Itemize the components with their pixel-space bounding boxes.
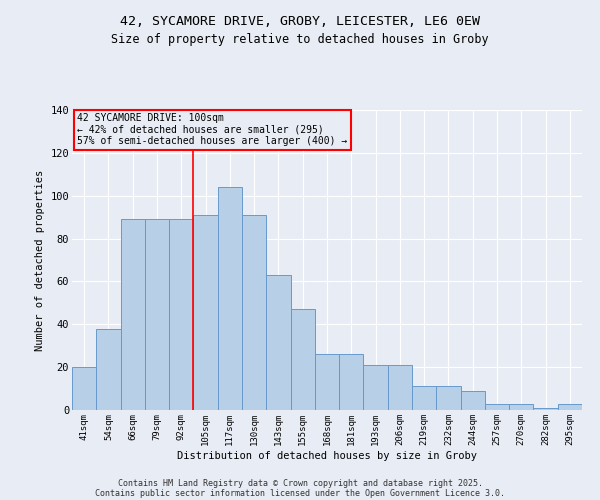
Bar — [218, 187, 242, 410]
Bar — [96, 328, 121, 410]
Text: 42 SYCAMORE DRIVE: 100sqm
← 42% of detached houses are smaller (295)
57% of semi: 42 SYCAMORE DRIVE: 100sqm ← 42% of detac… — [77, 113, 347, 146]
Bar — [121, 220, 145, 410]
Bar — [533, 408, 558, 410]
Bar — [412, 386, 436, 410]
Bar — [558, 404, 582, 410]
X-axis label: Distribution of detached houses by size in Groby: Distribution of detached houses by size … — [177, 450, 477, 460]
Bar — [485, 404, 509, 410]
Y-axis label: Number of detached properties: Number of detached properties — [35, 170, 45, 350]
Text: Contains HM Land Registry data © Crown copyright and database right 2025.: Contains HM Land Registry data © Crown c… — [118, 478, 482, 488]
Bar — [266, 275, 290, 410]
Bar — [315, 354, 339, 410]
Bar — [145, 220, 169, 410]
Bar — [461, 390, 485, 410]
Bar — [290, 310, 315, 410]
Text: Size of property relative to detached houses in Groby: Size of property relative to detached ho… — [111, 32, 489, 46]
Text: Contains public sector information licensed under the Open Government Licence 3.: Contains public sector information licen… — [95, 488, 505, 498]
Text: 42, SYCAMORE DRIVE, GROBY, LEICESTER, LE6 0EW: 42, SYCAMORE DRIVE, GROBY, LEICESTER, LE… — [120, 15, 480, 28]
Bar — [339, 354, 364, 410]
Bar — [169, 220, 193, 410]
Bar — [242, 215, 266, 410]
Bar — [436, 386, 461, 410]
Bar — [193, 215, 218, 410]
Bar — [364, 365, 388, 410]
Bar — [388, 365, 412, 410]
Bar — [72, 367, 96, 410]
Bar — [509, 404, 533, 410]
